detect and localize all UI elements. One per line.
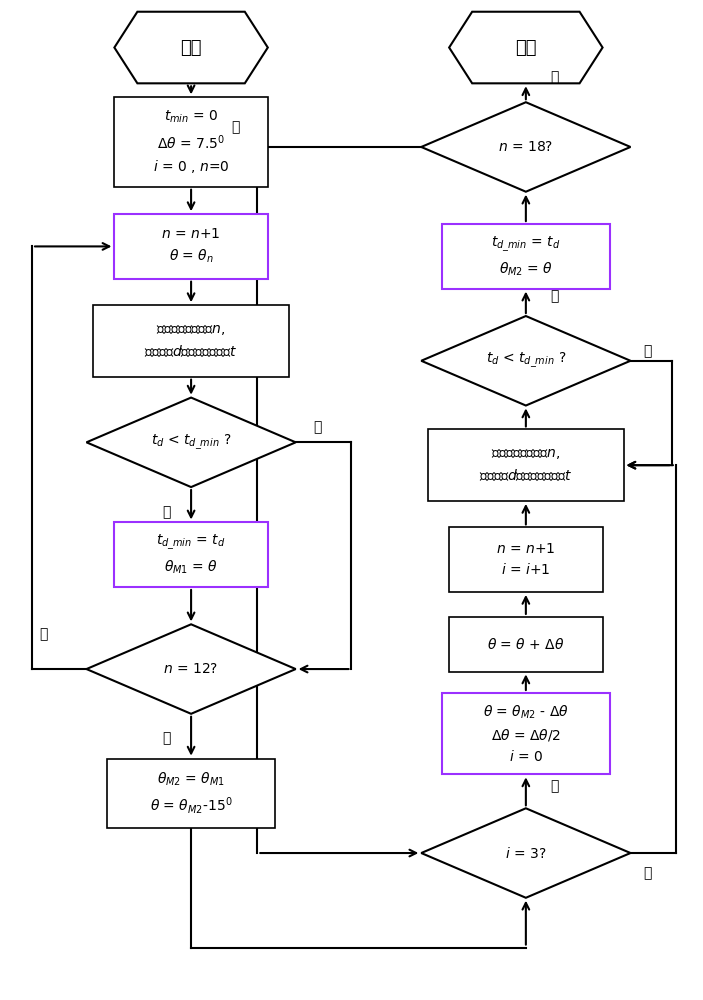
- Text: 否: 否: [39, 627, 47, 641]
- Text: $\theta$ = $\theta_{M2}$ - $\Delta\theta$
$\Delta\theta$ = $\Delta\theta$/2
$i$ : $\theta$ = $\theta_{M2}$ - $\Delta\theta…: [483, 703, 569, 764]
- Text: $n$ = $n$+1
$\theta$ = $\theta_n$: $n$ = $n$+1 $\theta$ = $\theta_n$: [162, 227, 221, 265]
- FancyBboxPatch shape: [93, 305, 289, 377]
- Text: 是: 是: [162, 732, 171, 746]
- Polygon shape: [86, 398, 296, 487]
- FancyBboxPatch shape: [115, 214, 268, 279]
- Text: $i$ = 3?: $i$ = 3?: [505, 846, 546, 861]
- FancyBboxPatch shape: [115, 97, 268, 187]
- Text: 否: 否: [313, 420, 321, 434]
- Polygon shape: [86, 624, 296, 714]
- Polygon shape: [421, 102, 631, 192]
- Text: $n$ = $n$+1
$i$ = $i$+1: $n$ = $n$+1 $i$ = $i$+1: [496, 542, 555, 577]
- Text: $t_{min}$ = 0
$\Delta\theta$ = 7.5$^0$
$i$ = 0 , $n$=0: $t_{min}$ = 0 $\Delta\theta$ = 7.5$^0$ $…: [153, 109, 229, 175]
- Text: 是: 是: [162, 505, 171, 519]
- Text: 注入空间电压矢量$n$,
同时测量$d$轴电流衰减时间$t$: 注入空间电压矢量$n$, 同时测量$d$轴电流衰减时间$t$: [144, 323, 238, 359]
- FancyBboxPatch shape: [428, 429, 624, 501]
- Text: 否: 否: [643, 866, 652, 880]
- Polygon shape: [421, 808, 631, 898]
- Polygon shape: [115, 12, 268, 83]
- Text: $t_d$ < $t_{d\_min}$ ?: $t_d$ < $t_{d\_min}$ ?: [486, 351, 566, 370]
- Text: 否: 否: [643, 344, 652, 358]
- Text: 结束: 结束: [515, 39, 536, 57]
- FancyBboxPatch shape: [449, 527, 602, 592]
- FancyBboxPatch shape: [108, 759, 275, 828]
- Polygon shape: [421, 316, 631, 406]
- Text: $\theta_{M2}$ = $\theta_{M1}$
$\theta$ = $\theta_{M2}$-15$^0$: $\theta_{M2}$ = $\theta_{M1}$ $\theta$ =…: [150, 770, 233, 816]
- Text: $n$ = 18?: $n$ = 18?: [498, 140, 553, 154]
- Text: 否: 否: [231, 120, 240, 134]
- FancyBboxPatch shape: [442, 693, 610, 774]
- Text: $t_{d\_min}$ = $t_d$
$\theta_{M2}$ = $\theta$: $t_{d\_min}$ = $t_d$ $\theta_{M2}$ = $\t…: [491, 235, 560, 278]
- FancyBboxPatch shape: [449, 617, 602, 672]
- Text: 开始: 开始: [181, 39, 202, 57]
- Text: $n$ = 12?: $n$ = 12?: [164, 662, 219, 676]
- Text: 是: 是: [550, 779, 559, 793]
- FancyBboxPatch shape: [442, 224, 610, 289]
- Text: 注入空间电压矢量$n$,
同时测量$d$轴电流衰减时间$t$: 注入空间电压矢量$n$, 同时测量$d$轴电流衰减时间$t$: [479, 447, 572, 483]
- Polygon shape: [449, 12, 602, 83]
- FancyBboxPatch shape: [115, 522, 268, 587]
- Text: $\theta$ = $\theta$ + $\Delta\theta$: $\theta$ = $\theta$ + $\Delta\theta$: [487, 637, 565, 652]
- Text: 是: 是: [550, 289, 559, 303]
- Text: 是: 是: [550, 70, 559, 84]
- Text: $t_d$ < $t_{d\_min}$ ?: $t_d$ < $t_{d\_min}$ ?: [151, 433, 231, 452]
- Text: $t_{d\_min}$ = $t_d$
$\theta_{M1}$ = $\theta$: $t_{d\_min}$ = $t_d$ $\theta_{M1}$ = $\t…: [157, 533, 226, 576]
